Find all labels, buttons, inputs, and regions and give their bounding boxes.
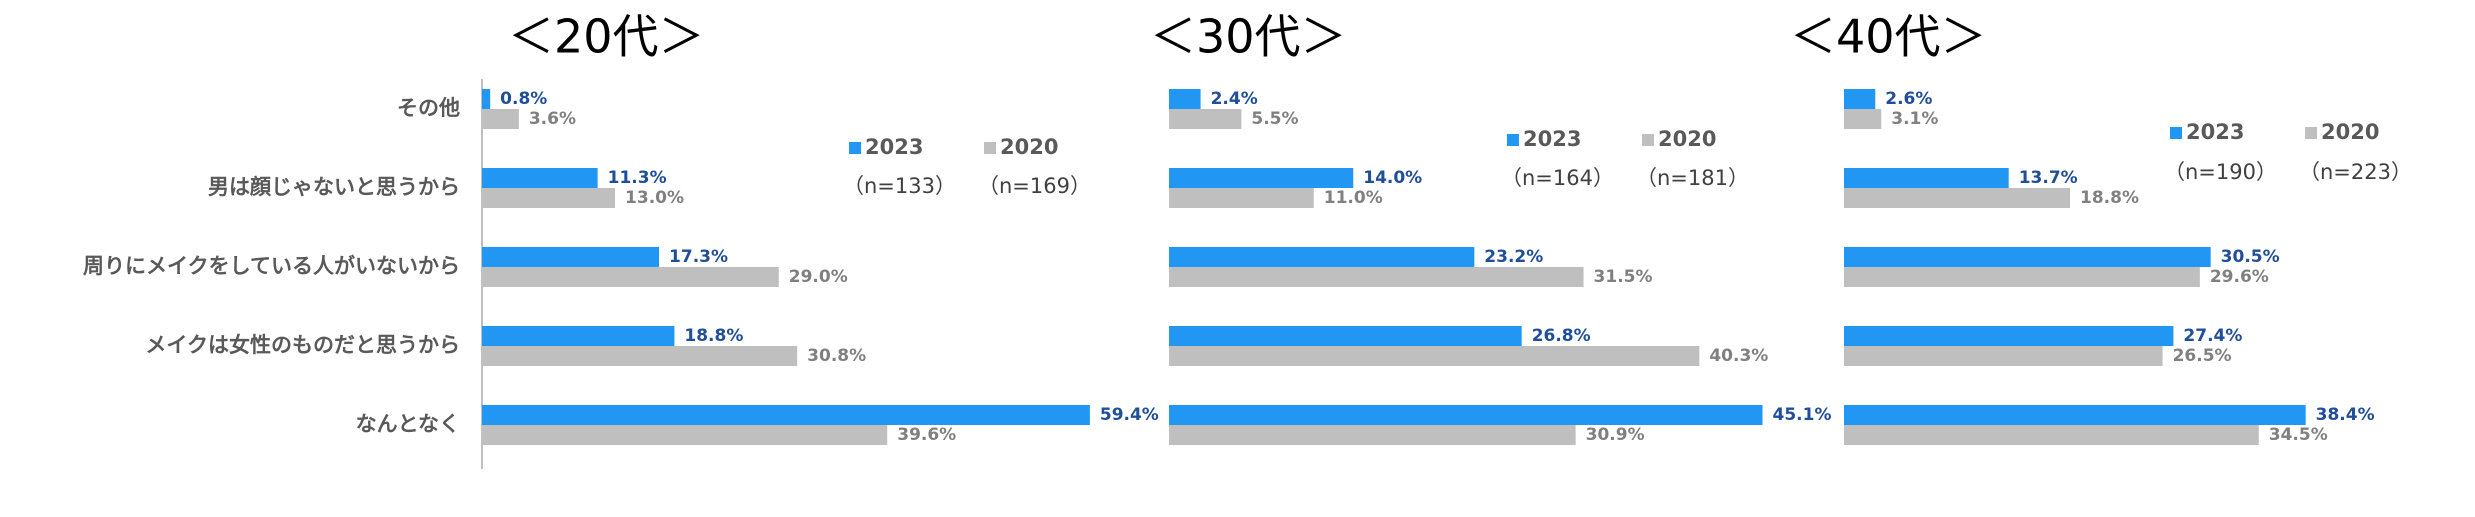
sample-size-label: （n=181） [1636, 166, 1749, 190]
legend-label: 2023 [2186, 120, 2244, 144]
category-label: なんとなく [356, 412, 460, 436]
sample-size-label: （n=169） [978, 174, 1091, 198]
value-label: 0.8% [500, 89, 547, 109]
bar [1844, 168, 2009, 188]
bar [1844, 326, 2174, 346]
bar [1844, 247, 2211, 267]
value-label: 38.4% [2316, 405, 2375, 425]
value-label: 40.3% [1709, 346, 1768, 366]
value-label: 17.3% [669, 247, 728, 267]
legend-swatch [2305, 127, 2317, 139]
bar [482, 405, 1090, 425]
bar [1844, 346, 2163, 366]
sample-size-label: （n=190） [2164, 160, 2277, 184]
value-label: 59.4% [1100, 405, 1159, 425]
value-label: 3.1% [1891, 109, 1938, 129]
bar [1169, 188, 1314, 208]
value-label: 26.8% [1532, 326, 1591, 346]
legend-swatch [849, 142, 861, 154]
bar [1169, 326, 1522, 346]
legend-swatch [1642, 134, 1654, 146]
value-label: 11.0% [1324, 188, 1383, 208]
legend-label: 2020 [1658, 127, 1716, 151]
bar [482, 326, 675, 346]
value-label: 18.8% [2080, 188, 2139, 208]
bar [482, 267, 779, 287]
bar [482, 168, 598, 188]
bar [482, 425, 888, 445]
value-label: 30.8% [807, 346, 866, 366]
value-label: 11.3% [608, 168, 667, 188]
value-label: 30.9% [1586, 425, 1645, 445]
sample-size-label: （n=164） [1501, 166, 1614, 190]
value-label: 45.1% [1773, 405, 1832, 425]
value-label: 3.6% [529, 109, 576, 129]
bar [482, 346, 798, 366]
sample-size-label: （n=133） [843, 174, 956, 198]
value-label: 34.5% [2269, 425, 2328, 445]
value-label: 29.0% [789, 267, 848, 287]
bar [1844, 109, 1882, 129]
bar [1169, 405, 1763, 425]
legend-swatch [1507, 134, 1519, 146]
value-label: 14.0% [1363, 168, 1422, 188]
legend-label: 2023 [865, 135, 923, 159]
bar [482, 109, 519, 129]
bar [1169, 109, 1242, 129]
bar [482, 247, 660, 267]
bar [1169, 89, 1201, 109]
legend-swatch [2170, 127, 2182, 139]
value-label: 26.5% [2173, 346, 2232, 366]
value-label: 27.4% [2183, 326, 2242, 346]
bar [482, 89, 491, 109]
category-label: 男は顔じゃないと思うから [208, 175, 460, 199]
value-label: 5.5% [1251, 109, 1298, 129]
chart-title: ＜40代＞ [1790, 10, 1987, 64]
value-label: 2.6% [1885, 89, 1932, 109]
bar [1844, 425, 2259, 445]
value-label: 30.5% [2221, 247, 2280, 267]
sample-size-label: （n=223） [2299, 160, 2412, 184]
category-label: その他 [397, 96, 460, 120]
legend-label: 2020 [1000, 135, 1058, 159]
bar [1169, 267, 1584, 287]
category-label: メイクは女性のものだと思うから [145, 333, 460, 357]
bar [1169, 346, 1700, 366]
bar [1169, 168, 1354, 188]
legend-swatch [984, 142, 996, 154]
bar [482, 188, 616, 208]
bar [1169, 247, 1475, 267]
value-label: 13.0% [625, 188, 684, 208]
chart-title: ＜30代＞ [1150, 10, 1347, 64]
value-label: 23.2% [1484, 247, 1543, 267]
bar [1844, 89, 1876, 109]
bar [1844, 405, 2306, 425]
bar [1844, 188, 2071, 208]
category-label: 周りにメイクをしている人がいないから [83, 254, 460, 278]
value-label: 18.8% [684, 326, 743, 346]
bar [1169, 425, 1576, 445]
value-label: 39.6% [897, 425, 956, 445]
value-label: 2.4% [1211, 89, 1258, 109]
bar [1844, 267, 2200, 287]
legend-label: 2020 [2321, 120, 2379, 144]
legend-label: 2023 [1523, 127, 1581, 151]
chart-title: ＜20代＞ [508, 10, 705, 64]
value-label: 31.5% [1594, 267, 1653, 287]
value-label: 29.6% [2210, 267, 2269, 287]
value-label: 13.7% [2019, 168, 2078, 188]
